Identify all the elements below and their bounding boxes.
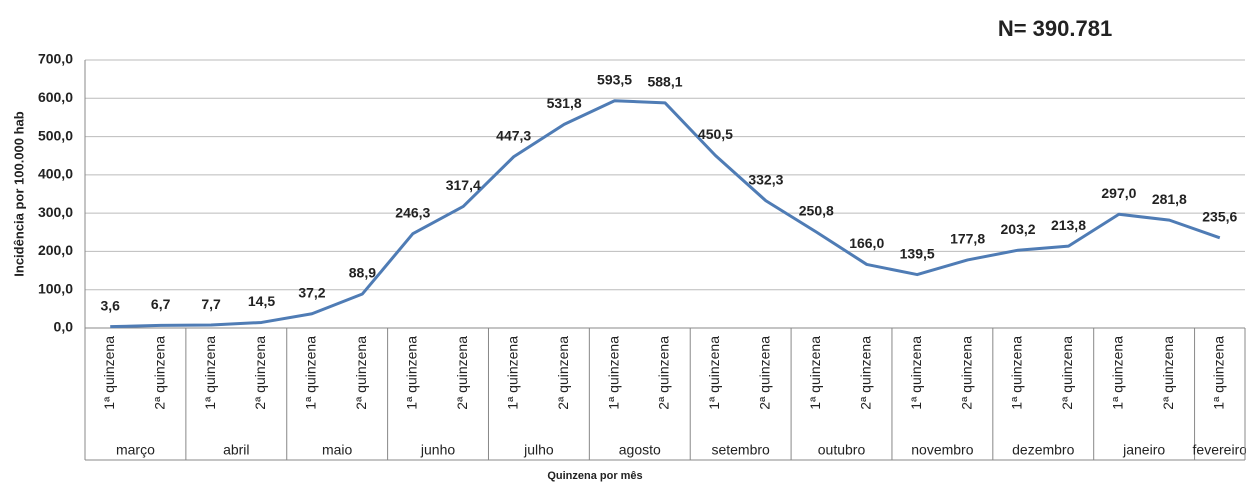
data-label: 250,8 bbox=[799, 203, 834, 219]
data-label: 166,0 bbox=[849, 235, 884, 251]
data-label: 3,6 bbox=[100, 297, 120, 313]
x-tick-label: 1ª quinzena bbox=[504, 336, 520, 410]
y-axis-title: Incidência por 100.000 hab bbox=[11, 111, 26, 277]
x-tick-label: 1ª quinzena bbox=[404, 336, 420, 410]
data-label: 37,2 bbox=[298, 284, 325, 300]
x-tick-label: 2ª quinzena bbox=[252, 336, 268, 410]
data-label: 588,1 bbox=[647, 74, 682, 90]
x-tick-label: 1ª quinzena bbox=[605, 336, 621, 410]
line bbox=[110, 99, 1221, 329]
y-tick-label: 200,0 bbox=[38, 242, 73, 258]
group-label: janeiro bbox=[1122, 442, 1165, 458]
y-tick-label: 700,0 bbox=[38, 51, 73, 67]
y-tick-label: 500,0 bbox=[38, 127, 73, 143]
data-label: 88,9 bbox=[349, 265, 376, 281]
group-label: agosto bbox=[619, 442, 661, 458]
group-label: dezembro bbox=[1012, 442, 1074, 458]
x-tick-label: 2ª quinzena bbox=[958, 336, 974, 410]
group-label: julho bbox=[523, 442, 554, 458]
x-tick-label: 1ª quinzena bbox=[807, 336, 823, 410]
group-label: junho bbox=[420, 442, 455, 458]
data-label: 450,5 bbox=[698, 126, 733, 142]
data-label: 203,2 bbox=[1001, 221, 1036, 237]
x-tick-label: 1ª quinzena bbox=[202, 336, 218, 410]
data-label: 7,7 bbox=[201, 296, 221, 312]
data-label: 235,6 bbox=[1202, 209, 1237, 225]
data-label: 139,5 bbox=[900, 245, 935, 261]
y-tick-label: 600,0 bbox=[38, 89, 73, 105]
group-label: abril bbox=[223, 442, 249, 458]
x-tick-label: 1ª quinzena bbox=[908, 336, 924, 410]
x-axis-title: Quinzena por mês bbox=[547, 470, 642, 482]
data-label: 332,3 bbox=[748, 171, 783, 187]
y-tick-label: 300,0 bbox=[38, 204, 73, 220]
group-label: setembro bbox=[711, 442, 770, 458]
x-tick-label: 1ª quinzena bbox=[1210, 336, 1226, 410]
group-label: maio bbox=[322, 442, 353, 458]
y-tick-label: 0,0 bbox=[54, 319, 74, 335]
group-label: novembro bbox=[911, 442, 973, 458]
data-label: 317,4 bbox=[446, 177, 481, 193]
data-label: 281,8 bbox=[1152, 191, 1187, 207]
group-label: outubro bbox=[818, 442, 866, 458]
x-tick-label: 1ª quinzena bbox=[706, 336, 722, 410]
data-label: 297,0 bbox=[1101, 185, 1136, 201]
x-tick-label: 2ª quinzena bbox=[757, 336, 773, 410]
data-label: 177,8 bbox=[950, 231, 985, 247]
data-label: 14,5 bbox=[248, 293, 275, 309]
x-tick-label: 2ª quinzena bbox=[1059, 336, 1075, 410]
data-label: 593,5 bbox=[597, 71, 632, 87]
data-label: 213,8 bbox=[1051, 217, 1086, 233]
x-tick-label: 1ª quinzena bbox=[303, 336, 319, 410]
group-label: março bbox=[116, 442, 155, 458]
x-tick-label: 2ª quinzena bbox=[454, 336, 470, 410]
x-tick-label: 2ª quinzena bbox=[555, 336, 571, 410]
x-tick-label: 1ª quinzena bbox=[101, 336, 117, 410]
data-label: 246,3 bbox=[395, 204, 430, 220]
x-tick-label: 1ª quinzena bbox=[1110, 336, 1126, 410]
data-label: 447,3 bbox=[496, 127, 531, 143]
annotation: N= 390.781 bbox=[998, 16, 1112, 41]
data-label: 531,8 bbox=[547, 95, 582, 111]
group-label: fevereiro bbox=[1193, 442, 1246, 458]
y-tick-label: 400,0 bbox=[38, 166, 73, 182]
x-tick-label: 2ª quinzena bbox=[656, 336, 672, 410]
data-label: 6,7 bbox=[151, 296, 171, 312]
y-tick-label: 100,0 bbox=[38, 280, 73, 296]
x-tick-label: 2ª quinzena bbox=[1160, 336, 1176, 410]
x-tick-label: 2ª quinzena bbox=[857, 336, 873, 410]
x-tick-label: 1ª quinzena bbox=[1009, 336, 1025, 410]
x-tick-label: 2ª quinzena bbox=[353, 336, 369, 410]
x-tick-label: 2ª quinzena bbox=[151, 336, 167, 410]
